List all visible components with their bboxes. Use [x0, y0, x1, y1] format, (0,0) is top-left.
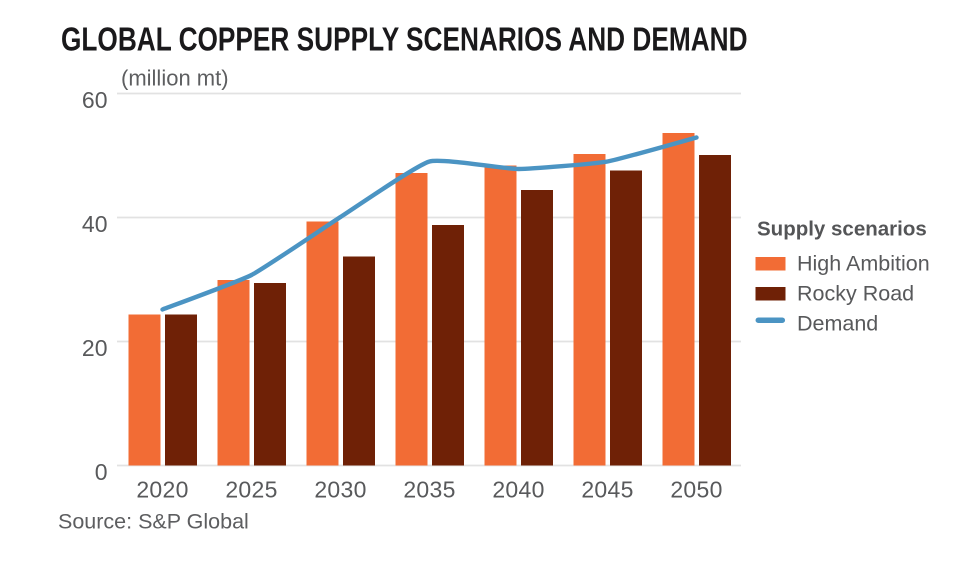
svg-text:60: 60 [82, 87, 108, 113]
svg-text:High Ambition: High Ambition [797, 252, 930, 276]
svg-text:2035: 2035 [403, 476, 455, 502]
svg-text:GLOBAL COPPER SUPPLY SCENARIOS: GLOBAL COPPER SUPPLY SCENARIOS AND DEMAN… [61, 22, 748, 59]
svg-text:2030: 2030 [314, 476, 366, 502]
svg-text:2020: 2020 [136, 476, 188, 502]
svg-text:20: 20 [82, 335, 108, 361]
svg-text:2025: 2025 [225, 476, 277, 502]
svg-text:Source: S&P Global: Source: S&P Global [58, 510, 249, 534]
svg-text:(million mt): (million mt) [121, 66, 229, 91]
svg-text:Rocky Road: Rocky Road [797, 282, 914, 306]
svg-text:2050: 2050 [670, 476, 722, 502]
svg-text:2040: 2040 [492, 476, 544, 502]
svg-text:40: 40 [82, 211, 108, 237]
svg-text:Demand: Demand [797, 312, 878, 336]
svg-text:2045: 2045 [581, 476, 633, 502]
svg-text:0: 0 [95, 459, 108, 485]
svg-text:Supply scenarios: Supply scenarios [757, 218, 927, 241]
